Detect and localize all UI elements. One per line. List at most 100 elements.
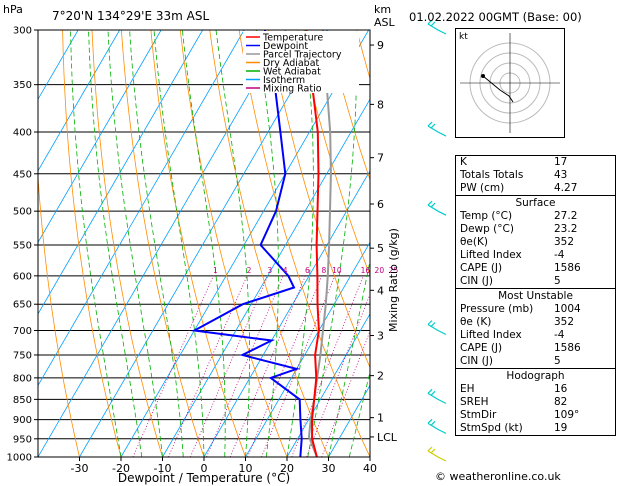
surface-row: Temp (°C) 27.2	[456, 210, 615, 223]
legend-label: Wet Adiabat	[263, 67, 321, 78]
mixing-ratio-label: 8	[321, 266, 326, 275]
surface-row: CAPE (J) 1586	[456, 262, 615, 275]
mixing-ratio-label: 25	[389, 266, 399, 275]
pressure-tick-label: 450	[13, 169, 32, 180]
dry-adiabat-line	[38, 171, 80, 457]
pressure-tick-label: 400	[13, 128, 32, 139]
index-row: K 17	[456, 156, 615, 169]
dry-adiabat-line	[326, 30, 370, 182]
wind-barb-icon	[427, 388, 447, 404]
legend-label: Parcel Trajectory	[263, 50, 342, 61]
surface-title: Surface	[515, 197, 556, 209]
pressure-tick-label: 700	[13, 326, 32, 337]
wet-adiabat-line	[328, 258, 370, 457]
mixing-ratio-label: 6	[305, 266, 310, 275]
mixing-ratio-line	[291, 275, 364, 457]
isotherm-line	[286, 313, 370, 457]
wind-barb-icon	[427, 121, 447, 137]
legend-label: Mixing Ratio	[263, 84, 322, 95]
hodograph-row: SREH 82	[456, 396, 615, 409]
pressure-tick-label: 550	[13, 240, 32, 251]
isotherm-line	[162, 98, 370, 457]
mixing-ratio-label: 3	[267, 266, 272, 275]
most-unstable-row: Lifted Index -4	[456, 329, 615, 342]
height-tick-label: 9	[377, 39, 384, 52]
asl-label: ASL	[374, 16, 396, 29]
temperature-tick-label: -30	[71, 462, 89, 475]
mixing-ratio-line	[190, 275, 269, 457]
pressure-axis: 300 350 400 450 500 550 600 650 700 750 800 850 900 9…	[7, 26, 38, 464]
wind-barb-icon	[427, 200, 447, 216]
index-label: Totals Totals	[460, 169, 524, 181]
wet-adiabat-line	[107, 30, 163, 457]
most-unstable-label: Pressure (mb)	[460, 303, 534, 315]
pressure-tick-label: 800	[13, 373, 32, 384]
index-row: PW (cm) 4.27	[456, 182, 615, 195]
hodograph-storm-marker	[481, 74, 485, 78]
mixing-ratio-line	[168, 275, 248, 457]
surface-row: Dewp (°C) 23.2	[456, 223, 615, 236]
surface-value: 352	[554, 236, 575, 248]
surface-value: 1586	[554, 262, 581, 274]
temperature-tick-label: -20	[112, 462, 130, 475]
hodograph-label: EH	[460, 383, 475, 395]
most-unstable-value: 352	[554, 316, 575, 328]
wind-barb-icon	[427, 19, 447, 35]
legend-background	[243, 31, 359, 93]
dry-adiabat-line	[62, 30, 122, 457]
skew-t-grid	[38, 30, 370, 457]
temperature-tick-label: 0	[201, 462, 208, 475]
surface-label: CIN (J)	[460, 275, 493, 287]
isotherm-line	[38, 30, 287, 457]
most-unstable-value: 1004	[554, 303, 581, 315]
wet-adiabat-line	[256, 30, 279, 457]
hodograph-value: 82	[554, 396, 568, 408]
hodograph-label: SREH	[460, 396, 489, 408]
wet-adiabat-line	[129, 30, 184, 457]
mixing-ratio-labels: 1 2 3 4 6 8 10 16 20 25	[213, 266, 399, 275]
hodograph-row: StmSpd (kt) 19	[456, 422, 615, 435]
skew-t-curves	[191, 30, 332, 457]
footer-credit: © weatheronline.co.uk	[435, 470, 561, 483]
pressure-tick-label: 900	[13, 415, 32, 426]
hodograph-value: 19	[554, 422, 568, 434]
pressure-tick-label: 350	[13, 80, 32, 91]
isotherm-line	[245, 241, 370, 457]
km-label: km	[374, 3, 391, 16]
height-axis: 9 8 7 6 5 4 3 2 1 LCL	[370, 39, 398, 444]
temperature-line	[305, 30, 320, 457]
height-tick-label: 7	[377, 152, 384, 165]
most-unstable-title: Most Unstable	[498, 290, 573, 302]
hodograph: kt	[455, 28, 565, 138]
dry-adiabat-line	[297, 30, 370, 277]
temperature-tick-label: 10	[239, 462, 253, 475]
most-unstable-row: CAPE (J) 1586	[456, 342, 615, 355]
height-tick-label: 1	[377, 412, 384, 425]
mixing-ratio-label: 16	[361, 266, 371, 275]
index-label: K	[460, 156, 467, 168]
mixing-ratio-label: 1	[213, 266, 218, 275]
wind-barb-icon	[427, 418, 447, 434]
most-unstable-row: CIN (J) 5	[456, 355, 615, 368]
hodograph-trace	[482, 75, 514, 103]
height-tick-label: 2	[377, 370, 384, 383]
height-tick-label: 3	[377, 330, 384, 343]
temperature-tick-label: 40	[363, 462, 377, 475]
pressure-tick-label: 850	[13, 395, 32, 406]
hodograph-label: StmDir	[460, 409, 497, 421]
pressure-tick-label: 950	[13, 434, 32, 445]
surface-value: -4	[554, 249, 565, 261]
mixing-ratio-line	[321, 329, 370, 457]
wet-adiabat-line	[307, 30, 358, 457]
wind-barb-icon	[427, 446, 447, 462]
temperature-axis: -30 -20 -10 0 10 20 30 40	[71, 457, 377, 475]
most-unstable-label: θe (K)	[460, 316, 492, 328]
indices-panel: K 17 Totals Totals 43 PW (cm) 4.27 Surface Te…	[455, 155, 616, 436]
pressure-tick-label: 1000	[7, 453, 32, 464]
height-tick-label: 6	[377, 198, 384, 211]
surface-label: Dewp (°C)	[460, 223, 514, 235]
height-tick-label: 8	[377, 98, 384, 111]
temperature-tick-label: 30	[322, 462, 336, 475]
mixing-ratio-label: 2	[247, 266, 252, 275]
surface-row: Lifted Index -4	[456, 249, 615, 262]
